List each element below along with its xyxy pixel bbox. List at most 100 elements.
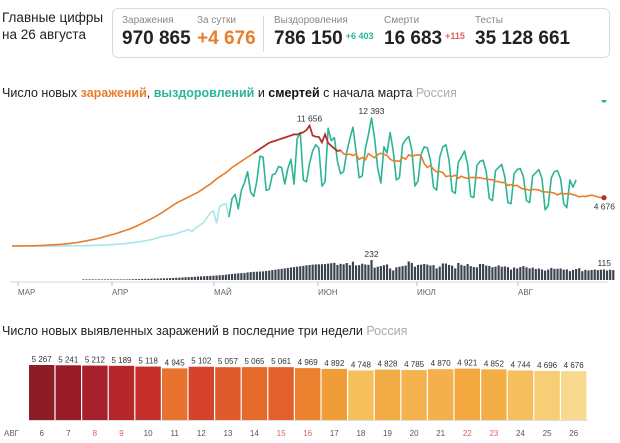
stat-deaths-label: Смерти <box>384 15 420 26</box>
x-axis-label: МАР <box>18 288 35 297</box>
death-bar <box>593 269 596 280</box>
day-bar-value: 5 241 <box>58 355 79 364</box>
death-bar <box>165 278 169 280</box>
death-bar <box>478 263 482 280</box>
death-bar <box>209 275 212 280</box>
death-bar <box>361 263 364 280</box>
stat-daily-value: +4 676 <box>197 28 256 49</box>
death-bar <box>277 269 280 280</box>
stat-deaths-delta: +115 <box>445 31 465 41</box>
death-bar <box>156 278 159 280</box>
death-bar <box>432 265 435 280</box>
death-bar <box>472 267 475 280</box>
stat-recovered-value-wrap: 786 150 +6 403 <box>274 28 373 50</box>
day-bar <box>108 365 135 420</box>
day-bar <box>295 368 321 420</box>
death-bar <box>243 272 246 280</box>
death-bar <box>364 264 367 280</box>
day-bar <box>55 365 81 420</box>
day-bar-value: 5 267 <box>32 355 53 364</box>
death-bar <box>606 270 609 280</box>
death-bar <box>395 267 398 280</box>
death-bar <box>460 264 463 280</box>
day-label: 22 <box>463 429 472 438</box>
death-bar <box>162 278 165 280</box>
stat-tests: Тесты 35 128 661 <box>475 15 570 50</box>
death-bar <box>444 263 448 280</box>
death-bar <box>426 264 429 280</box>
x-axis: МАР АПР МАЙ ИЮН ИЮЛ АВГ <box>17 282 534 297</box>
death-bar <box>327 263 330 280</box>
day-bar-value: 4 892 <box>324 359 345 368</box>
recovered-line <box>228 117 577 218</box>
stats-divider <box>263 16 264 52</box>
death-bar <box>575 269 578 280</box>
day-bar <box>82 365 108 420</box>
day-label: 23 <box>489 429 498 438</box>
death-bar <box>100 279 103 280</box>
death-bar <box>113 279 116 280</box>
death-bar <box>550 267 553 280</box>
day-bar-value: 5 118 <box>138 357 158 366</box>
death-bar <box>358 265 361 280</box>
day-bar <box>162 368 188 420</box>
death-bar <box>497 265 500 280</box>
death-bar <box>587 270 590 280</box>
death-bar <box>578 268 581 280</box>
death-bar <box>509 269 513 280</box>
death-bar <box>531 267 534 280</box>
death-bar <box>299 266 302 280</box>
death-bar <box>466 263 469 280</box>
death-bar <box>302 265 305 280</box>
stat-deaths-value: 16 683 <box>384 28 443 49</box>
day-bar-value: 5 212 <box>85 356 106 365</box>
day-label: 13 <box>223 429 232 438</box>
day-bar <box>188 366 214 420</box>
stat-tests-value: 35 128 661 <box>475 28 571 49</box>
day-bar-value: 4 870 <box>431 359 452 368</box>
death-bar <box>494 266 497 280</box>
death-bar <box>240 273 243 280</box>
day-bar <box>321 368 347 420</box>
death-bar <box>485 265 488 280</box>
day-label: 21 <box>436 429 445 438</box>
recovered-end-point <box>601 100 607 103</box>
bar-value-labels: 5 267 5 241 5 212 5 189 5 118 4 945 5 102 5 057… <box>32 355 585 370</box>
death-bar <box>519 267 522 280</box>
deaths-end-label: 115 <box>597 258 611 268</box>
chart1-title-prefix: Число новых <box>2 86 81 100</box>
death-bar <box>534 268 537 280</box>
death-bar <box>553 268 556 280</box>
death-bar <box>255 271 258 280</box>
death-bar <box>602 269 606 280</box>
death-bar <box>469 266 472 280</box>
chart1-title-deaths: смертей <box>268 86 320 100</box>
day-bar-value: 4 828 <box>377 360 398 369</box>
death-bar <box>193 276 196 280</box>
death-bar <box>138 279 141 280</box>
chart1-title-sep2: и <box>254 86 269 100</box>
day-label: 12 <box>197 429 206 438</box>
day-label: 11 <box>171 429 180 438</box>
death-bar <box>296 266 299 280</box>
death-bar <box>110 279 113 280</box>
death-bar <box>323 264 327 280</box>
death-bar <box>562 269 565 280</box>
day-bar-value: 4 921 <box>457 359 478 368</box>
death-bar <box>265 270 268 280</box>
death-bar <box>314 264 317 280</box>
death-bar <box>292 267 296 280</box>
death-bar <box>141 278 144 280</box>
death-bar <box>544 270 547 280</box>
recovered-peak-label: 12 393 <box>359 106 385 116</box>
death-bar <box>88 279 91 280</box>
death-bar <box>218 275 221 280</box>
day-bar <box>215 367 241 420</box>
death-bar <box>258 271 262 280</box>
death-bar <box>447 264 451 280</box>
chart1-title-recovered: выздоровлений <box>153 86 255 100</box>
title-line-2: на 26 августа <box>2 27 86 42</box>
day-label: 25 <box>543 429 552 438</box>
death-bar <box>97 279 100 280</box>
death-bar <box>382 265 386 280</box>
